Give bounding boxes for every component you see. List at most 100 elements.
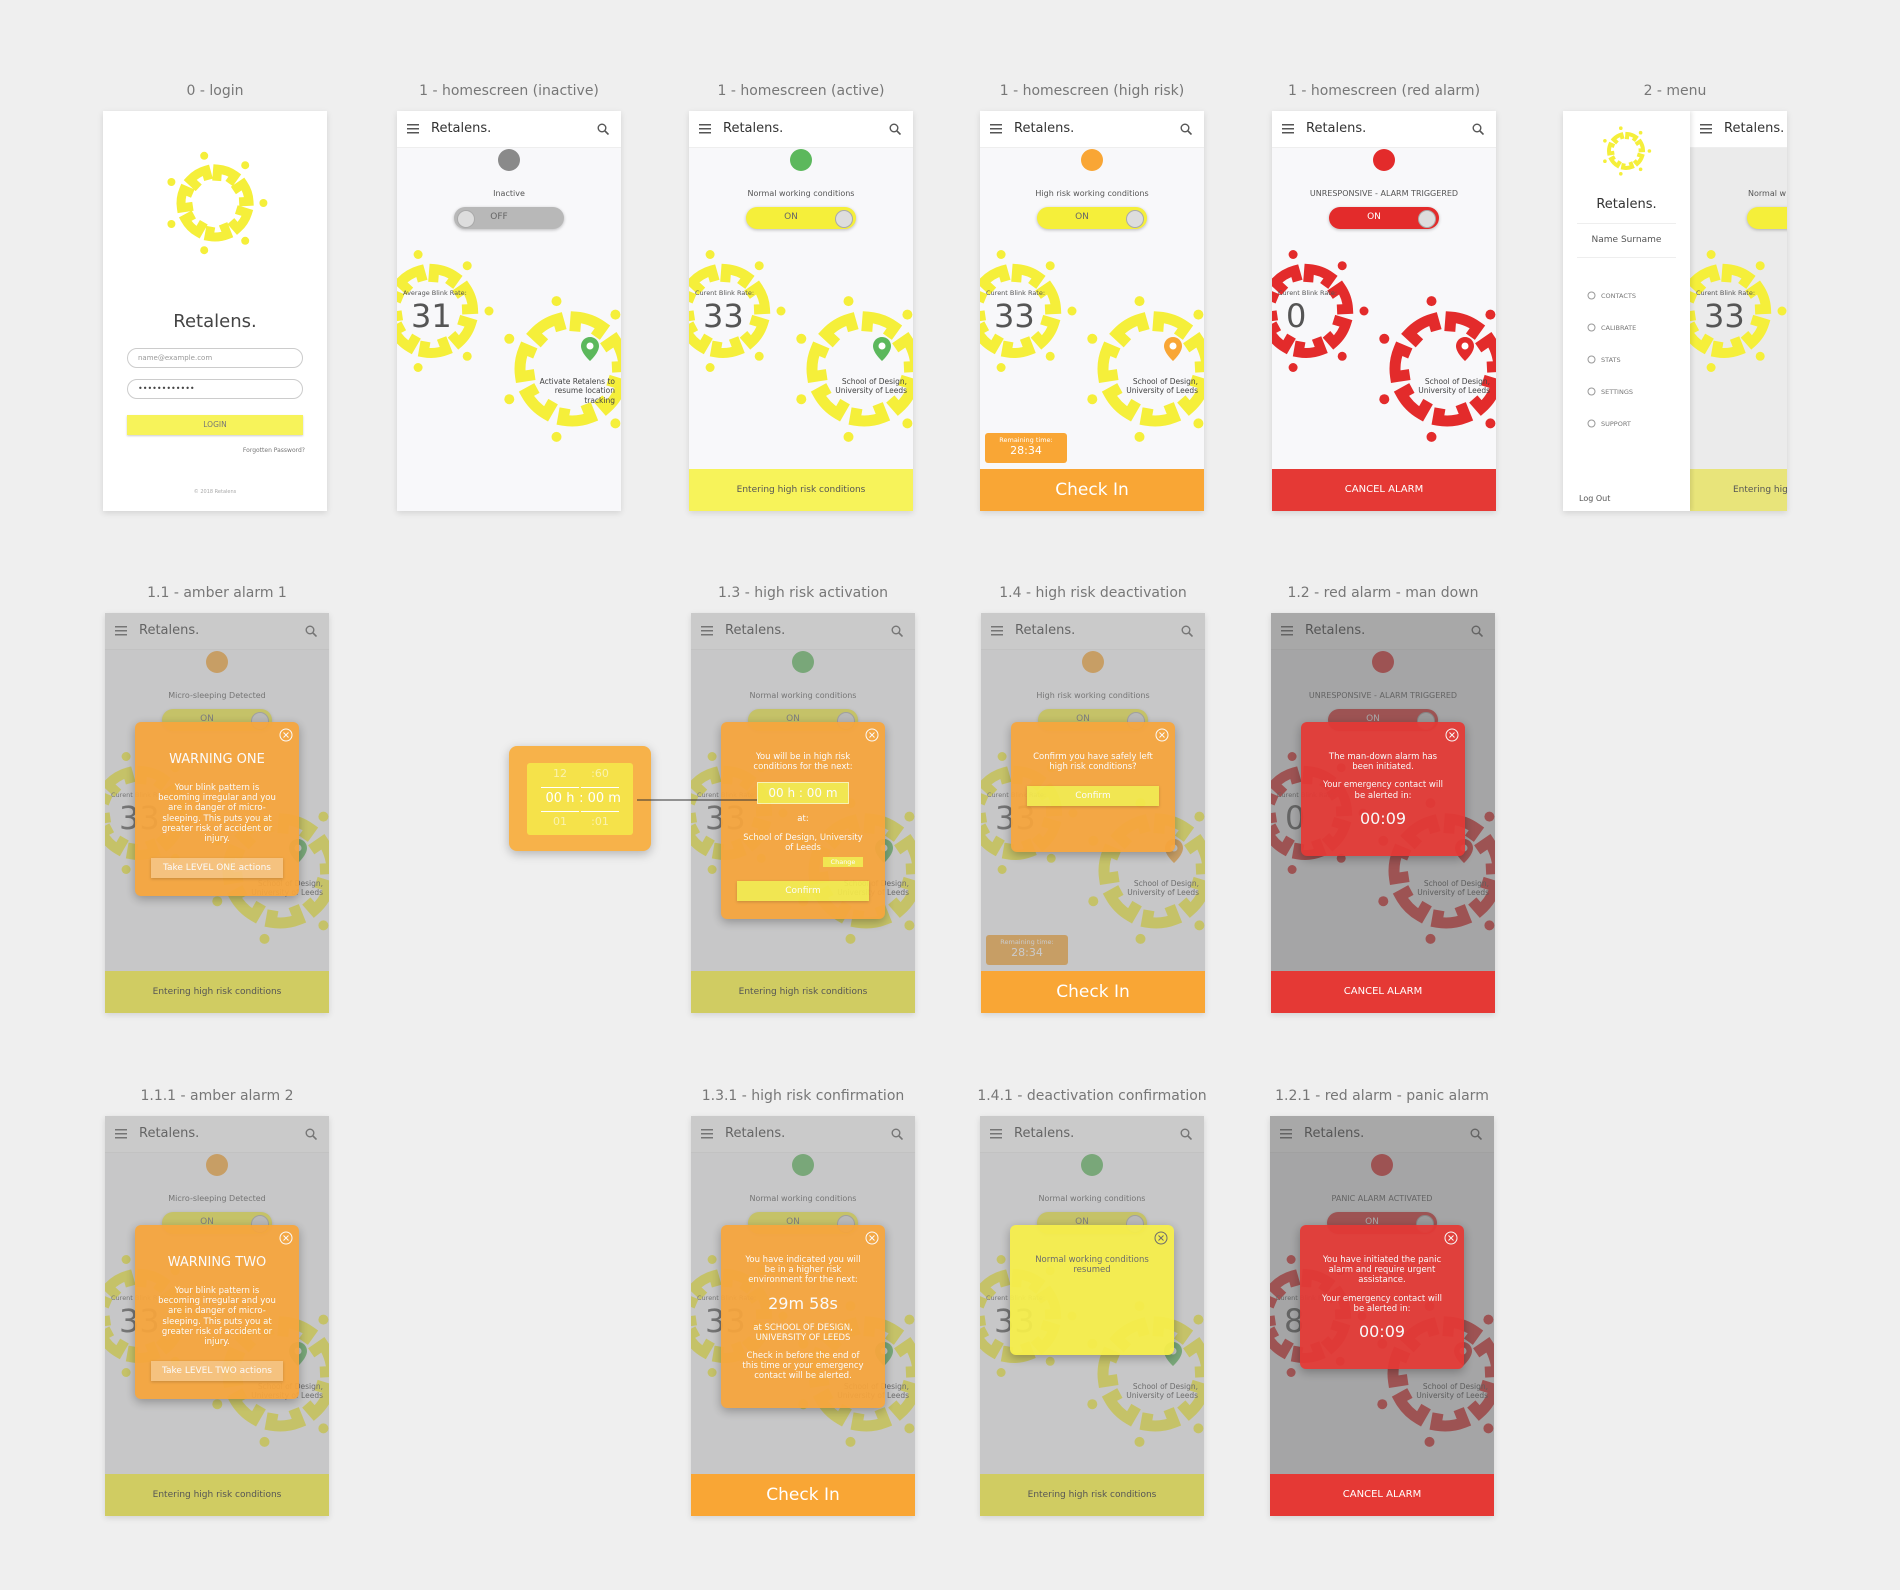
forgot-link[interactable]: Forgotten Password? [242,447,305,454]
toggle[interactable]: ON [746,207,856,229]
status-dot [498,149,520,171]
password-input[interactable]: •••••••••••• [127,379,303,399]
search-icon-part [597,123,607,133]
menu-icon[interactable] [1282,124,1294,134]
toggle[interactable]: ON [1329,207,1439,229]
search-icon[interactable] [597,123,609,135]
logo-swirl-part [1288,363,1298,372]
modal-button[interactable]: Confirm [737,880,869,901]
modal-body: Your emergency contact will be alerted i… [1323,780,1443,801]
modal-big: 00:09 [1359,808,1407,828]
screen: 1 - homescreen (red alarm) Retalens. UNRES… [1272,83,1496,511]
footer-button[interactable]: Entering hig [1690,469,1787,511]
picker-value[interactable]: :01 [591,815,609,828]
toggle[interactable] [1747,207,1787,229]
logo-swirl-part [1755,261,1765,271]
menu-item-icon-part [1587,419,1596,428]
logo-swirl [689,250,913,442]
toggle[interactable]: OFF [454,207,564,229]
footer-button[interactable]: Check In [691,1474,915,1516]
logo-swirl [1272,250,1496,442]
menu-icon[interactable] [990,124,1002,134]
footer-button[interactable]: Entering high risk conditions [105,971,329,1013]
logo-part [241,161,250,170]
screen: 1.4 - high risk deactivation Retalens.Hig… [981,585,1205,1013]
logo-swirl-part [1777,306,1787,316]
menu-item-icon-part [1587,323,1596,332]
blink-value: 33 [703,297,744,335]
logo-part [200,151,209,160]
logo-swirl-part [796,394,807,405]
picker-value[interactable]: : 00 m [579,791,621,806]
picker-value[interactable]: 12 [553,767,567,780]
close-icon-part [1159,732,1165,738]
modal-body: You will be in high risk conditions for … [753,752,853,773]
email-input[interactable]: name@example.com [127,348,303,368]
footer-button[interactable]: Entering high risk conditions [980,1474,1204,1516]
modal-chip[interactable]: 00 h : 00 m [757,782,849,805]
close-icon-part [1158,1235,1164,1241]
screen-caption: 1 - homescreen (red alarm) [1287,83,1481,99]
logo-swirl-part [514,311,621,427]
footer-button[interactable]: Check In [981,971,1205,1013]
menu-item-label: SUPPORT [1601,420,1631,428]
search-icon[interactable] [1180,123,1192,135]
screen-caption: 2 - menu [1643,83,1707,99]
footer-button[interactable]: Check In [980,469,1204,511]
logo-swirl-part [796,333,807,344]
home-behind: Retalens. Normal w Curent Blink Rate: 33 Ent… [1690,111,1787,511]
screen: 1.3 - high risk activation Retalens.Norma… [691,585,915,1013]
search-icon-part [1472,123,1482,133]
footer-button[interactable]: CANCEL ALARM [1272,469,1496,511]
modal-body: The man-down alarm has been initiated. [1328,752,1438,773]
drawer-logo-part [1647,149,1652,153]
footer-button[interactable]: Entering high risk conditions [689,469,913,511]
toggle-label: ON [784,212,798,222]
menu-icon[interactable] [1700,124,1712,134]
close-icon[interactable] [279,1231,293,1245]
close-icon[interactable] [865,728,879,742]
modal-button[interactable]: Confirm [1027,786,1159,807]
search-icon[interactable] [889,123,901,135]
logout-link[interactable]: Log Out [1579,494,1611,503]
footer-button[interactable]: CANCEL ALARM [1271,971,1495,1013]
screen-body: Retalens.PANIC ALARM ACTIVATEDONCurent B… [1270,1116,1494,1516]
picker-value[interactable]: 00 h [545,791,575,806]
logo-swirl-part [1272,263,1354,358]
screen-body: Retalens.UNRESPONSIVE - ALARM TRIGGEREDO… [1271,613,1495,1013]
close-icon-part [1155,728,1169,742]
logo-swirl-part [1134,296,1145,307]
toggle[interactable]: ON [1037,207,1147,229]
close-icon[interactable] [1154,1231,1168,1245]
logo-swirl-part [551,431,562,442]
modal: You have initiated the panic alarm and r… [1300,1225,1464,1369]
close-icon-part [283,1235,289,1241]
screen-body: Retalens.Micro-sleeping DetectedONCurent… [105,613,329,1013]
search-icon[interactable] [1472,123,1484,135]
close-icon[interactable] [865,1231,879,1245]
close-icon[interactable] [279,728,293,742]
modal-body: at SCHOOL OF DESIGN, UNIVERSITY OF LEEDS [753,1322,853,1343]
menu-item-label: CALIBRATE [1601,324,1637,332]
screen-caption: 1.3.1 - high risk confirmation [701,1088,905,1104]
close-icon[interactable] [1445,728,1459,742]
close-icon[interactable] [1155,728,1169,742]
picker-value[interactable]: 01 [553,815,567,828]
picker-value[interactable]: :60 [591,767,609,780]
footer-button[interactable]: Entering high risk conditions [105,1474,329,1516]
login-button[interactable]: LOGIN [127,415,303,435]
menu-icon[interactable] [699,124,711,134]
screen-caption: 1 - homescreen (inactive) [419,83,599,99]
modal-button[interactable]: Take LEVEL TWO actions [151,1361,283,1382]
logo-swirl-part [1288,250,1298,259]
modal-tag[interactable]: Change [823,856,863,867]
menu-icon[interactable] [407,124,419,134]
logo-swirl-part [1485,418,1496,429]
menu-icon-part [990,124,1002,126]
close-icon[interactable] [1444,1231,1458,1245]
divider [1577,257,1676,258]
logo-swirl [980,250,1204,442]
footer-button[interactable]: CANCEL ALARM [1270,1474,1494,1516]
footer-button[interactable]: Entering high risk conditions [691,971,915,1013]
modal-button[interactable]: Take LEVEL ONE actions [151,858,283,879]
